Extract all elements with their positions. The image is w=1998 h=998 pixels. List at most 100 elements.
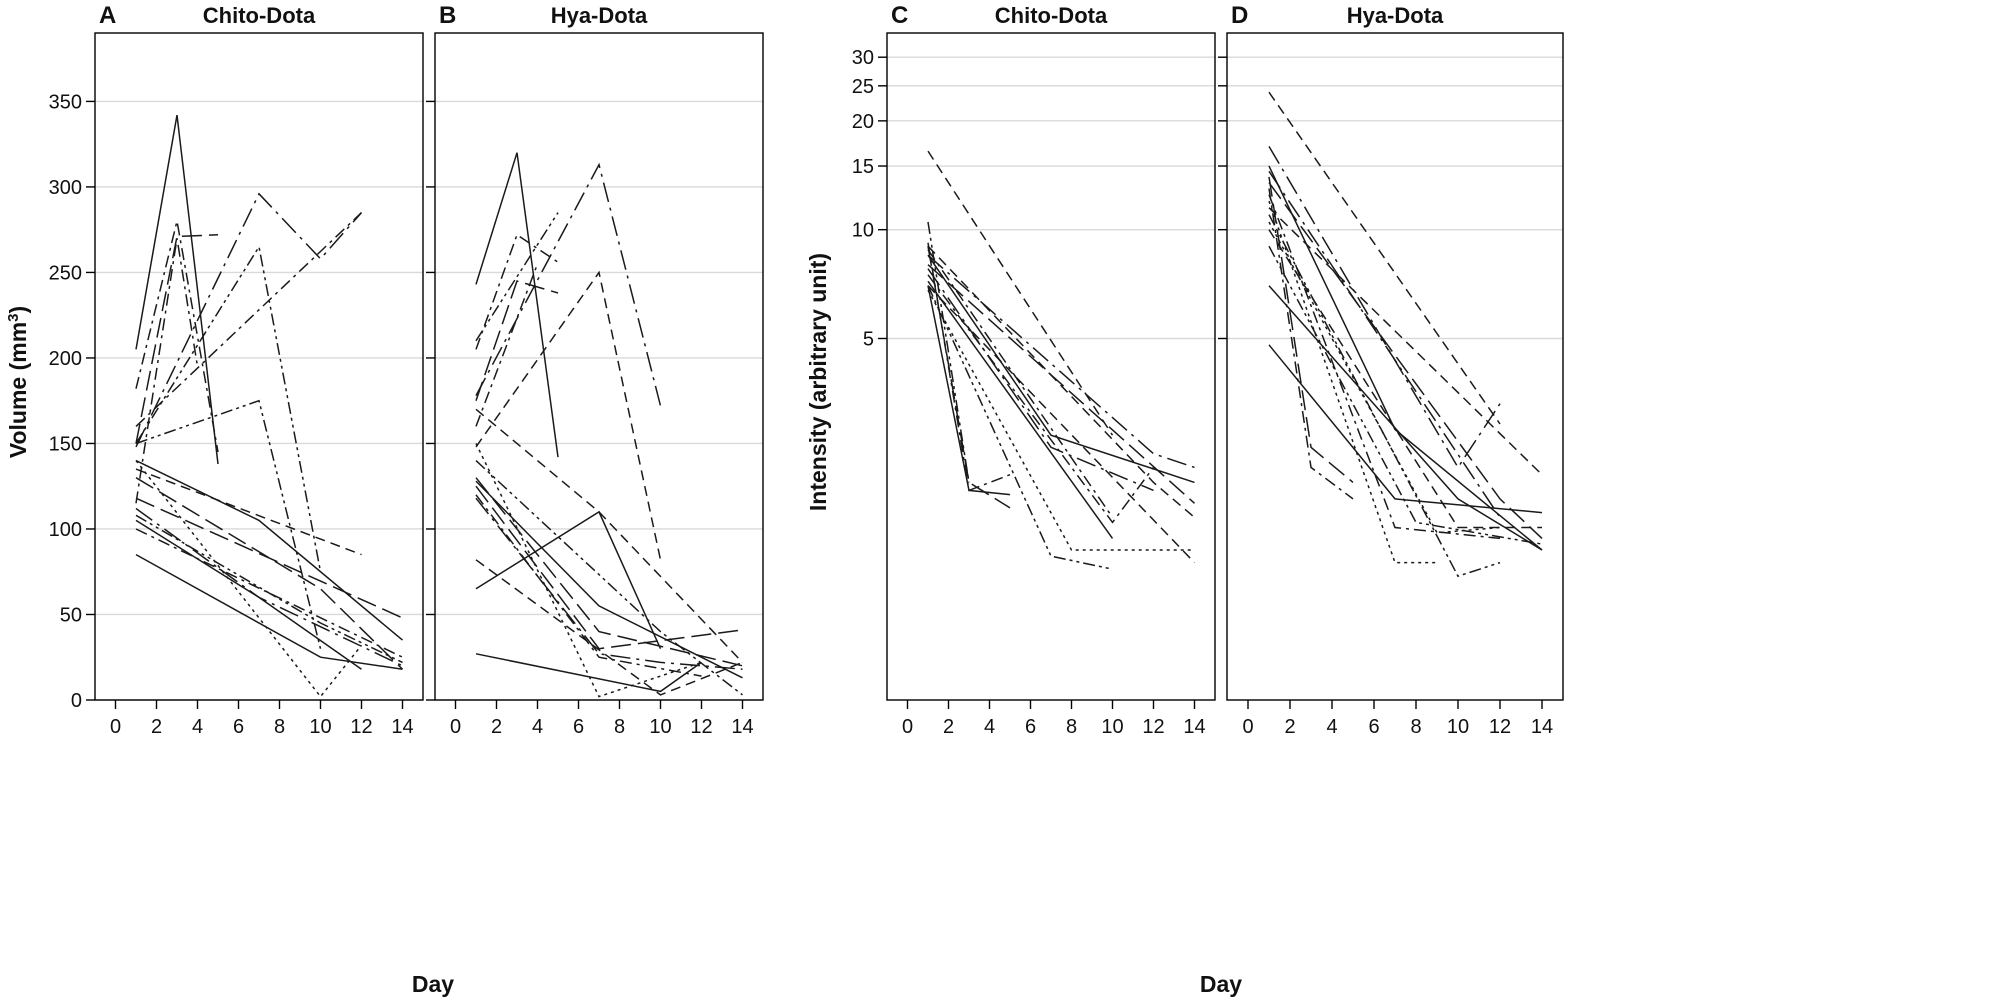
x-tick-label: 14 bbox=[391, 716, 413, 738]
series-line-c-15 bbox=[927, 249, 1114, 518]
series-line-b-15 bbox=[475, 559, 743, 696]
series-line-a-7 bbox=[135, 212, 363, 427]
series-line-a-8 bbox=[135, 399, 322, 649]
series-line-c-12 bbox=[927, 280, 1114, 539]
x-tick-label: 14 bbox=[1183, 716, 1205, 738]
series-line-a-9 bbox=[135, 459, 403, 641]
y-tick-label: 300 bbox=[49, 177, 82, 199]
series-line-a-1 bbox=[135, 114, 219, 465]
panel-b: 0 2 4 6 8 10 12 14 B Hya-Dota bbox=[426, 2, 764, 738]
series-line-a-6 bbox=[135, 244, 322, 572]
x-tick-label: 4 bbox=[984, 716, 995, 738]
x-axis-title-day-left: Day bbox=[412, 971, 454, 997]
x-tick-label: 10 bbox=[1101, 716, 1123, 738]
series-line-d-3 bbox=[1268, 146, 1501, 469]
series-line-d-11 bbox=[1268, 182, 1543, 539]
series-line-a-3 bbox=[135, 234, 219, 444]
series-line-b-12 bbox=[475, 485, 743, 650]
series-line-b-17 bbox=[475, 460, 743, 696]
x-tick-label: 2 bbox=[491, 716, 502, 738]
x-tick-label: 14 bbox=[731, 716, 753, 738]
y-tick-label: 350 bbox=[49, 91, 82, 113]
y-tick-label: 10 bbox=[852, 220, 874, 242]
series-line-a-2 bbox=[135, 220, 219, 453]
series-line-a-5 bbox=[135, 192, 363, 448]
x-tick-label: 0 bbox=[110, 716, 121, 738]
x-tick-label: 12 bbox=[350, 716, 372, 738]
series-line-b-7 bbox=[475, 263, 539, 427]
series-line-b-6 bbox=[475, 280, 559, 401]
series-line-b-13 bbox=[475, 494, 702, 677]
series-line-c-2 bbox=[927, 254, 1195, 484]
x-tick-label: 2 bbox=[1284, 716, 1295, 738]
x-tick-label: 0 bbox=[450, 716, 461, 738]
x-tick-label: 0 bbox=[902, 716, 913, 738]
x-tick-label: 4 bbox=[1326, 716, 1337, 738]
y-tick-label: 100 bbox=[49, 519, 82, 541]
y-axis-title-volume: Volume (mm3) bbox=[5, 306, 31, 458]
x-tick-label: 2 bbox=[151, 716, 162, 738]
y-tick-label: 0 bbox=[71, 690, 82, 712]
series-line-b-1 bbox=[475, 152, 559, 458]
series-line-c-16 bbox=[927, 268, 1154, 492]
series-line-c-9 bbox=[927, 285, 1196, 564]
x-axis-title-day-right: Day bbox=[1200, 971, 1242, 997]
series-line-b-5 bbox=[475, 212, 559, 342]
panel-a: 0 2 4 6 8 10 12 14 0 50 100 150 200 250 300 350 A Chito-D… bbox=[49, 2, 424, 738]
panel-d: 0 2 4 6 8 10 12 14 D Hya-Dota bbox=[1218, 2, 1564, 738]
series-line-a-11 bbox=[135, 477, 404, 670]
series-line-d-1 bbox=[1268, 91, 1501, 425]
panel-letter: C bbox=[891, 2, 908, 29]
series-line-d-7 bbox=[1268, 214, 1501, 578]
y-tick-label: 250 bbox=[49, 262, 82, 284]
x-tick-label: 0 bbox=[1242, 716, 1253, 738]
series-line-d-13 bbox=[1268, 245, 1543, 545]
y-tick-label: 150 bbox=[49, 433, 82, 455]
x-tick-label: 14 bbox=[1531, 716, 1553, 738]
panel-c: 0 2 4 6 8 10 12 14 5 10 15 20 25 30 C Chito-Dota bbox=[852, 2, 1216, 738]
y-tick-label: 20 bbox=[852, 111, 874, 133]
x-tick-label: 8 bbox=[1066, 716, 1077, 738]
x-tick-label: 6 bbox=[233, 716, 244, 738]
panel-letter: A bbox=[99, 2, 116, 29]
x-tick-label: 10 bbox=[1447, 716, 1469, 738]
x-tick-label: 12 bbox=[1489, 716, 1511, 738]
panel-title: Chito-Dota bbox=[995, 3, 1108, 28]
series-line-b-4 bbox=[475, 270, 662, 560]
y-tick-label: 30 bbox=[852, 47, 874, 69]
x-tick-label: 6 bbox=[573, 716, 584, 738]
series-line-c-5 bbox=[927, 242, 1011, 492]
plot-frame bbox=[434, 32, 764, 701]
series-line-c-14 bbox=[927, 289, 1195, 551]
series-line-b-16 bbox=[475, 653, 702, 693]
series-line-d-10 bbox=[1268, 229, 1542, 529]
series-line-d-4 bbox=[1268, 188, 1354, 500]
plot-frame bbox=[886, 32, 1216, 701]
series-line-c-6 bbox=[927, 221, 970, 483]
series-line-c-8 bbox=[927, 245, 1195, 518]
y-tick-label: 5 bbox=[863, 329, 874, 351]
x-tick-label: 12 bbox=[1142, 716, 1164, 738]
series-line-b-18 bbox=[475, 497, 743, 670]
series-line-a-17 bbox=[135, 497, 403, 619]
plot-frame bbox=[1226, 32, 1564, 701]
x-tick-label: 8 bbox=[274, 716, 285, 738]
series-line-d-15 bbox=[1268, 170, 1501, 518]
series-line-c-4 bbox=[927, 246, 1011, 509]
panel-title: Chito-Dota bbox=[203, 3, 316, 28]
x-tick-label: 4 bbox=[192, 716, 203, 738]
x-tick-label: 10 bbox=[309, 716, 331, 738]
x-tick-label: 6 bbox=[1025, 716, 1036, 738]
y-tick-label: 25 bbox=[852, 76, 874, 98]
series-line-d-12 bbox=[1268, 194, 1501, 540]
series-line-d-2 bbox=[1268, 165, 1543, 551]
series-line-c-7 bbox=[927, 254, 1195, 469]
series-line-b-14 bbox=[475, 510, 662, 650]
series-line-c-13 bbox=[927, 264, 1196, 504]
x-tick-label: 8 bbox=[1410, 716, 1421, 738]
y-tick-label: 15 bbox=[852, 156, 874, 178]
y-tick-label: 200 bbox=[49, 348, 82, 370]
x-tick-label: 12 bbox=[690, 716, 712, 738]
series-line-a-13 bbox=[135, 507, 403, 667]
